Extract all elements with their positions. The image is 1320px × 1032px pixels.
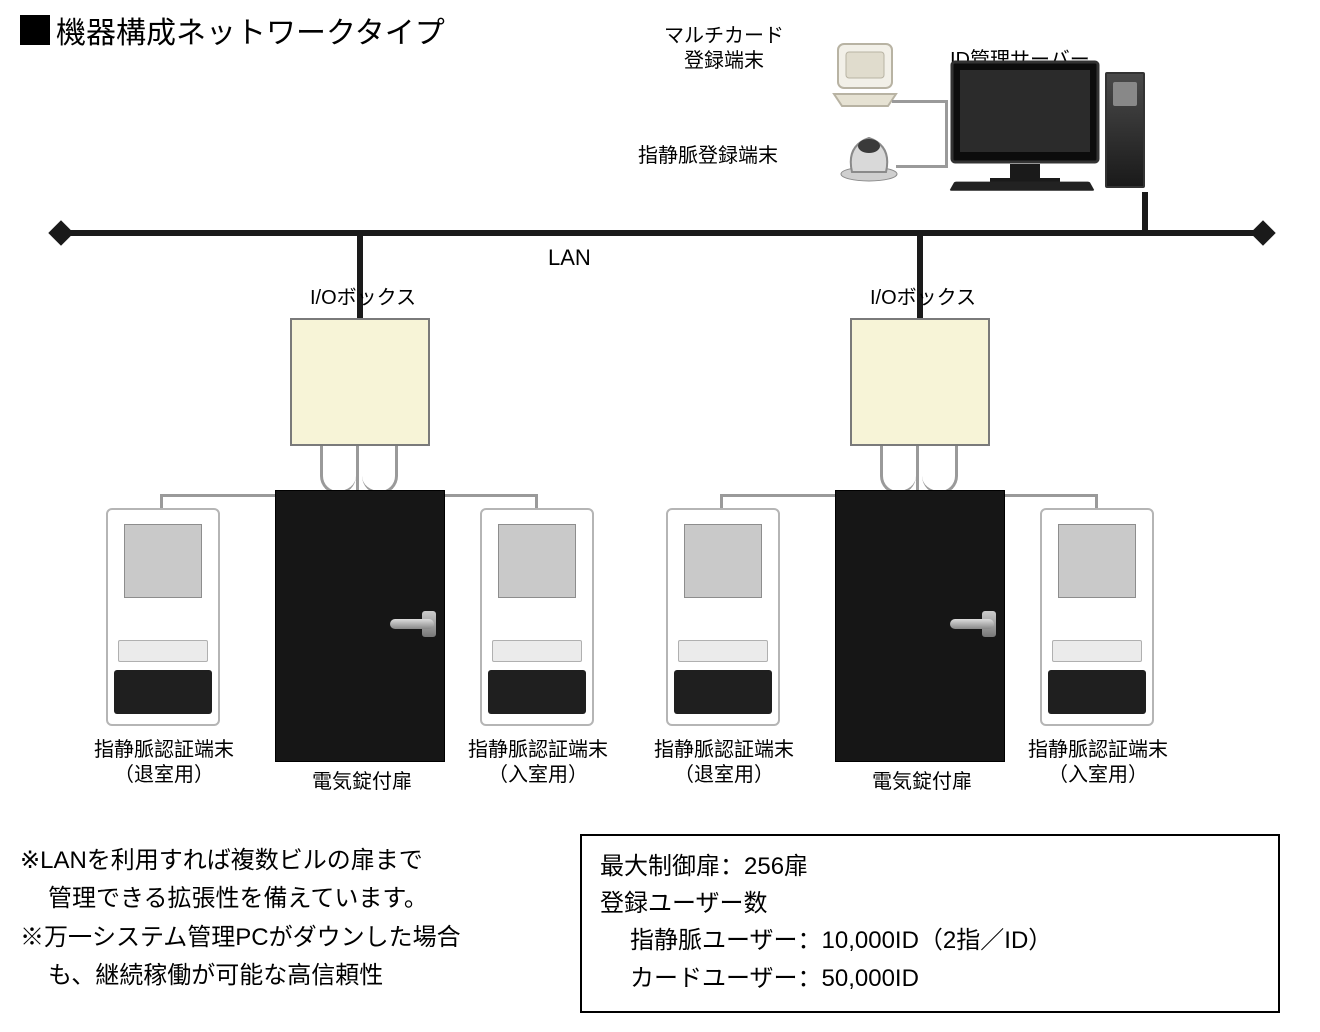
label-term-enter-1: 指静脈認証端末 （入室用） <box>468 738 608 788</box>
door-2-icon <box>835 490 1005 762</box>
note-1-line2: 管理できる拡張性を備えています。 <box>20 880 550 918</box>
page-title-row: 機器構成ネットワークタイプ <box>20 8 445 52</box>
label-vein-reg: 指静脈登録端末 <box>638 144 778 169</box>
l-tn2a: 指静脈認証端末 <box>1028 739 1168 761</box>
vein-reg-scanner-icon <box>838 130 900 182</box>
terminal-exit-2 <box>666 508 780 726</box>
wire-g1-left-arc <box>320 446 356 494</box>
spec-box: 最大制御扉：256扉 登録ユーザー数 指静脈ユーザー：10,000ID（2指／I… <box>580 834 1280 1013</box>
iobox-2-icon <box>850 318 990 446</box>
label-door-2: 電気錠付扉 <box>872 770 972 795</box>
wire-g1-right-arc <box>362 446 398 494</box>
label-term-exit-1: 指静脈認証端末 （退室用） <box>94 738 234 788</box>
label-iobox-2: I/Oボックス <box>870 286 976 311</box>
label-iobox-1: I/Oボックス <box>310 286 416 311</box>
l-tn1b: （入室用） <box>488 764 588 786</box>
wire-vein-to-server <box>896 165 948 168</box>
l-tn1a: 指静脈認証端末 <box>468 739 608 761</box>
label-term-exit-2: 指静脈認証端末 （退室用） <box>654 738 794 788</box>
iobox-1-icon <box>290 318 430 446</box>
terminal-enter-2 <box>1040 508 1154 726</box>
l-te2a: 指静脈認証端末 <box>654 739 794 761</box>
wire-g2-right-arc <box>922 446 958 494</box>
spec-row-4: カードユーザー：50,000ID <box>600 960 1260 997</box>
title-square-icon <box>20 15 50 45</box>
label-term-enter-2: 指静脈認証端末 （入室用） <box>1028 738 1168 788</box>
label-lan: LAN <box>548 244 591 272</box>
lan-backbone-line <box>60 230 1260 236</box>
label-multicard-reg: マルチカード 登録端末 <box>664 24 784 74</box>
page-title: 機器構成ネットワークタイプ <box>56 8 445 52</box>
wire-g2-mid <box>916 446 919 492</box>
monitor-icon <box>950 60 1100 190</box>
wire-g1-mid <box>356 446 359 492</box>
l-te2b: （退室用） <box>674 764 774 786</box>
spec-row-1: 最大制御扉：256扉 <box>600 848 1260 885</box>
terminal-enter-1 <box>480 508 594 726</box>
lan-drop-server <box>1142 192 1148 232</box>
door-1-icon <box>275 490 445 762</box>
label-door-1: 電気錠付扉 <box>312 770 412 795</box>
server-tower-icon <box>1105 72 1145 188</box>
terminal-exit-1 <box>106 508 220 726</box>
keyboard-icon <box>949 182 1094 191</box>
l-tn2b: （入室用） <box>1048 764 1148 786</box>
spec-row-3: 指静脈ユーザー：10,000ID（2指／ID） <box>600 922 1260 959</box>
notes-block: ※LANを利用すれば複数ビルの扉まで 管理できる拡張性を備えています。 ※万一シ… <box>20 842 550 996</box>
note-2-line2: も、継続稼働が可能な高信頼性 <box>20 957 550 995</box>
lan-end-right-icon <box>1250 220 1275 245</box>
note-1-line1: ※LANを利用すれば複数ビルの扉まで <box>20 842 550 880</box>
wire-server-vert <box>945 100 948 168</box>
wire-g2-left-arc <box>880 446 916 494</box>
wire-card-to-server <box>892 100 948 103</box>
l-te1b: （退室用） <box>114 764 214 786</box>
note-2-line1: ※万一システム管理PCがダウンした場合 <box>20 919 550 957</box>
l-te1a: 指静脈認証端末 <box>94 739 234 761</box>
spec-row-2: 登録ユーザー数 <box>600 885 1260 922</box>
multicard-reader-icon <box>832 40 898 108</box>
lan-end-left-icon <box>48 220 73 245</box>
